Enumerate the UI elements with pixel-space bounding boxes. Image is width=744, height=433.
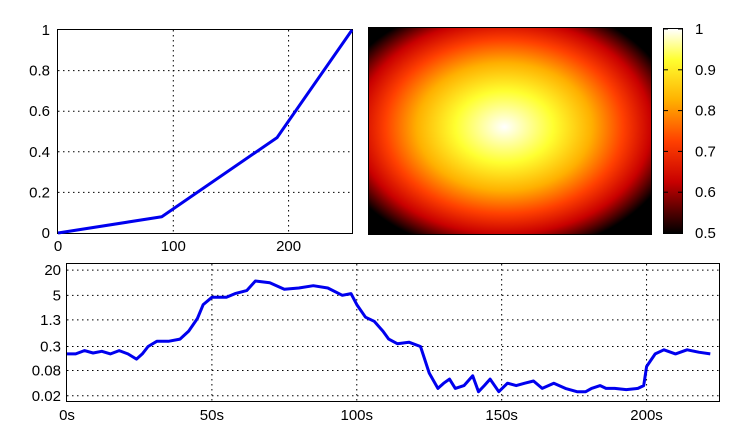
timeseries-ytick-label: 0.3 — [40, 339, 61, 356]
timeseries-axes — [66, 263, 720, 402]
timeseries-xtick-label: 150s — [485, 407, 518, 424]
line-chart-ytick-label: 0.2 — [29, 184, 50, 201]
timeseries-xtick-label: 0s — [59, 407, 75, 424]
line-chart-panel: 0 100 200 0 0.2 0.4 0.6 0.8 1 — [29, 22, 354, 255]
heatmap-image — [369, 28, 651, 234]
timeseries-ytick-label: 20 — [44, 262, 61, 279]
colorbar-tick-label: 1 — [695, 21, 703, 38]
line-series — [57, 29, 354, 235]
line-chart-ytick-label: 0.6 — [29, 103, 50, 120]
timeseries-ytick-label: 5 — [53, 287, 61, 304]
colorbar-border — [663, 28, 683, 234]
line-chart-xtick-label: 0 — [54, 238, 62, 255]
line-chart-xtick-label: 200 — [276, 238, 301, 255]
colorbar-tick-label: 0.8 — [695, 103, 716, 120]
line-chart-ytick-label: 0.4 — [29, 144, 50, 161]
colorbar-tick-label: 0.6 — [695, 184, 716, 201]
heatmap-border — [368, 27, 652, 235]
timeseries-ytick-label: 1.3 — [40, 312, 61, 329]
timeseries-xtick-label: 50s — [200, 407, 224, 424]
colorbar-tick-label: 0.7 — [695, 143, 716, 160]
colorbar-tick-label: 0.5 — [695, 225, 716, 242]
timeseries-series — [67, 279, 711, 394]
line-chart-ytick-label: 1 — [42, 22, 50, 39]
colorbar-gradient — [664, 29, 682, 233]
line-chart-ytick-label: 0 — [42, 225, 50, 242]
timeseries-ytick-label: 0.02 — [32, 388, 61, 405]
colorbar: 1 0.9 0.8 0.7 0.6 0.5 — [663, 21, 716, 242]
timeseries-xtick-label: 100s — [341, 407, 374, 424]
line-chart-axes — [57, 29, 353, 234]
line-chart-ytick-label: 0.8 — [29, 63, 50, 80]
heatmap-panel — [368, 27, 652, 235]
timeseries-panel: 0s 50s 100s 150s 200s 20 5 1.3 0.3 0.08 0.02 — [32, 262, 720, 424]
timeseries-ytick-label: 0.08 — [32, 363, 61, 380]
timeseries-xtick-label: 200s — [630, 407, 663, 424]
line-chart-xtick-label: 100 — [161, 238, 186, 255]
colorbar-tick-label: 0.9 — [695, 62, 716, 79]
